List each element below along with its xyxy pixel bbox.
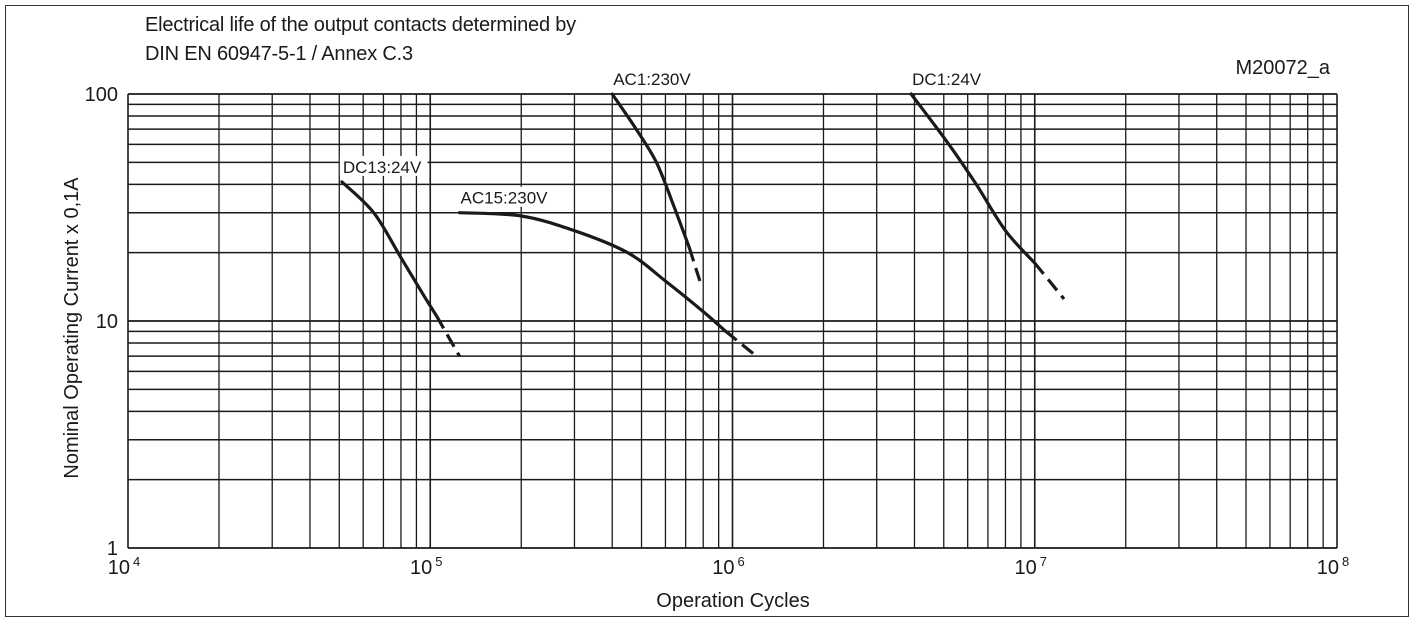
curve-dashed [687,247,702,282]
curve-label: AC1:230V [613,70,691,89]
y-tick-label: 10 [96,311,118,333]
x-tick-label: 10 8 [1317,554,1349,579]
x-tick-label: 10 5 [410,554,442,579]
chart-title-line-1: Electrical life of the output contacts d… [145,14,576,36]
grid [127,93,1338,549]
y-tick-label: 1 [107,538,118,560]
curve-dashed [1033,262,1066,300]
curve-label: DC13:24V [343,158,422,177]
chart-frame [5,5,1409,617]
curves: DC13:24V AC15:230V AC1:230V DC1:24V [339,68,1066,358]
y-tick-label: 100 [85,84,118,106]
curve-solid [457,211,728,333]
x-tick-label: 10 7 [1015,554,1047,579]
curve-label-bg [457,186,556,207]
x-axis-label: Operation Cycles [656,590,810,612]
curve-label: AC15:230V [461,189,549,208]
curve-label-bg [610,68,698,88]
figure-code: M20072_a [1235,57,1330,79]
chart-title-line-2: DIN EN 60947-5-1 / Annex C.3 [145,43,413,65]
tick-labels: 10 4 10 5 10 6 10 7 10 8 1 10 100 [85,84,1350,579]
curve-dashed [724,330,758,358]
curve-solid [340,180,439,318]
x-tick-label: 10 4 [108,554,140,579]
curve-label-bg [909,68,987,88]
curve-label: DC1:24V [912,70,982,89]
y-axis-label: Nominal Operating Current x 0,1A [61,177,83,479]
curve-solid [610,92,691,250]
curve-dashed [435,315,461,357]
x-tick-label: 10 6 [712,554,744,579]
curve-solid [909,92,1037,265]
curve-label-bg [339,155,428,176]
